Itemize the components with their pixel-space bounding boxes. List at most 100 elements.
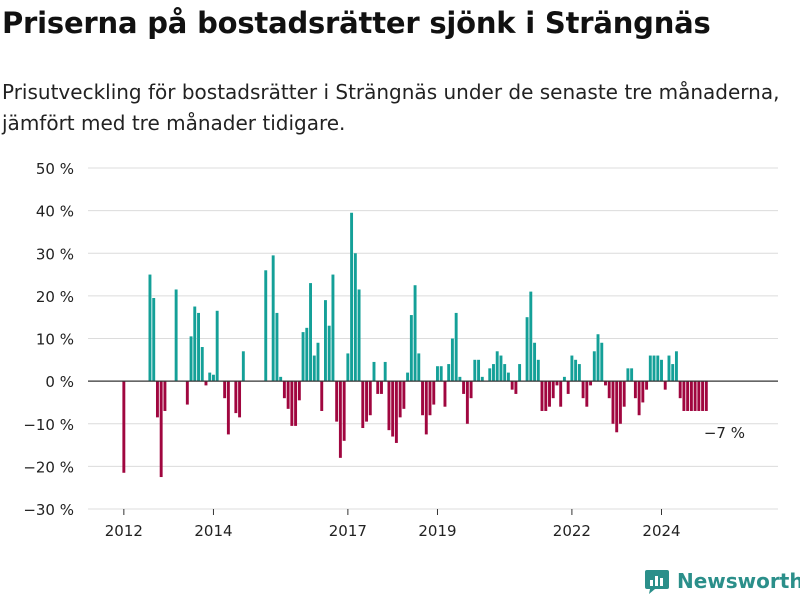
data-bar (193, 306, 197, 382)
data-bar (633, 381, 637, 399)
data-bar (152, 298, 156, 382)
data-bar (409, 315, 413, 382)
y-tick-label: −20 % (23, 458, 74, 476)
data-bar (155, 381, 159, 418)
data-bar (365, 381, 369, 422)
data-bar (294, 381, 298, 426)
data-bar (439, 366, 443, 382)
data-bar (353, 253, 357, 382)
data-bar (309, 283, 312, 382)
annotation-label: −7 % (704, 424, 745, 442)
data-bar (577, 364, 581, 382)
data-bar (492, 364, 495, 382)
chart-title: Priserna på bostadsrätter sjönk i Sträng… (2, 6, 711, 40)
data-bar (450, 338, 454, 382)
data-bar (394, 381, 398, 443)
data-bar (656, 355, 660, 382)
data-bar (241, 351, 245, 382)
data-bar (697, 381, 701, 411)
data-bar (387, 381, 391, 431)
data-bar (674, 351, 678, 382)
data-bar (197, 312, 200, 382)
x-tick-label: 2014 (194, 522, 232, 540)
data-bar (465, 381, 469, 424)
data-bar (652, 355, 656, 382)
data-bar (424, 381, 428, 435)
data-bar (443, 381, 447, 407)
data-bar (189, 336, 193, 382)
data-bar (510, 381, 514, 390)
x-tick-label: 2017 (329, 522, 367, 540)
data-bar (159, 381, 163, 478)
data-bar (488, 368, 492, 382)
data-bar (428, 381, 432, 416)
data-bar (506, 372, 510, 382)
data-bar (495, 351, 499, 382)
data-bar (518, 364, 522, 382)
data-bar (499, 355, 503, 382)
data-bar (264, 270, 268, 382)
data-bar (678, 381, 682, 399)
data-bar (454, 312, 458, 382)
y-tick-label: −30 % (23, 501, 74, 519)
data-bar (447, 364, 451, 382)
data-bar (335, 381, 339, 422)
data-bar (305, 327, 309, 382)
data-bar (641, 381, 645, 403)
data-bar (570, 355, 574, 382)
y-tick-label: 0 % (45, 373, 74, 391)
y-tick-label: −10 % (23, 416, 74, 434)
data-bar (290, 381, 294, 426)
y-tick-label: 30 % (36, 245, 74, 263)
data-bar (391, 381, 395, 437)
data-bar (234, 381, 238, 414)
data-bar (622, 381, 626, 407)
data-bar (226, 381, 230, 435)
data-bar (607, 381, 611, 399)
brand-label: Newsworthy (677, 569, 800, 593)
data-bar (525, 317, 529, 382)
data-bar (514, 381, 518, 394)
data-bar (413, 285, 417, 382)
data-bar (630, 368, 634, 382)
data-bar (477, 359, 481, 382)
data-bar (204, 381, 208, 386)
data-bar (368, 381, 372, 416)
data-bar (282, 381, 286, 399)
data-bar (346, 353, 350, 382)
brand-logo: Newsworthy (644, 568, 800, 594)
data-bar (275, 312, 279, 382)
data-bar (592, 351, 596, 382)
x-tick-label: 2012 (105, 522, 143, 540)
data-bar (421, 381, 425, 416)
data-bar (645, 381, 649, 390)
data-bar (312, 355, 316, 382)
data-bar (660, 359, 663, 382)
data-bar (596, 334, 600, 382)
data-bar (589, 381, 593, 386)
data-bar (297, 381, 301, 401)
data-bar (548, 381, 551, 407)
data-bar (432, 381, 436, 405)
data-bar (585, 381, 589, 407)
data-bar (338, 381, 342, 458)
data-bar (200, 347, 204, 382)
data-bar (122, 381, 126, 473)
data-bar (540, 381, 544, 411)
data-bar (551, 381, 555, 399)
y-tick-label: 40 % (36, 203, 74, 221)
data-bar (331, 274, 335, 382)
data-bar (185, 381, 189, 405)
data-bar (372, 361, 376, 382)
data-bar (376, 381, 380, 394)
data-bar (704, 381, 708, 411)
data-bar (383, 361, 387, 382)
data-bar (611, 381, 615, 424)
data-bar (462, 381, 466, 394)
data-bar (469, 381, 473, 399)
x-tick-label: 2024 (642, 522, 680, 540)
data-bar (148, 274, 152, 382)
data-bar (667, 355, 671, 382)
data-bar (324, 300, 327, 382)
data-bar (618, 381, 622, 424)
